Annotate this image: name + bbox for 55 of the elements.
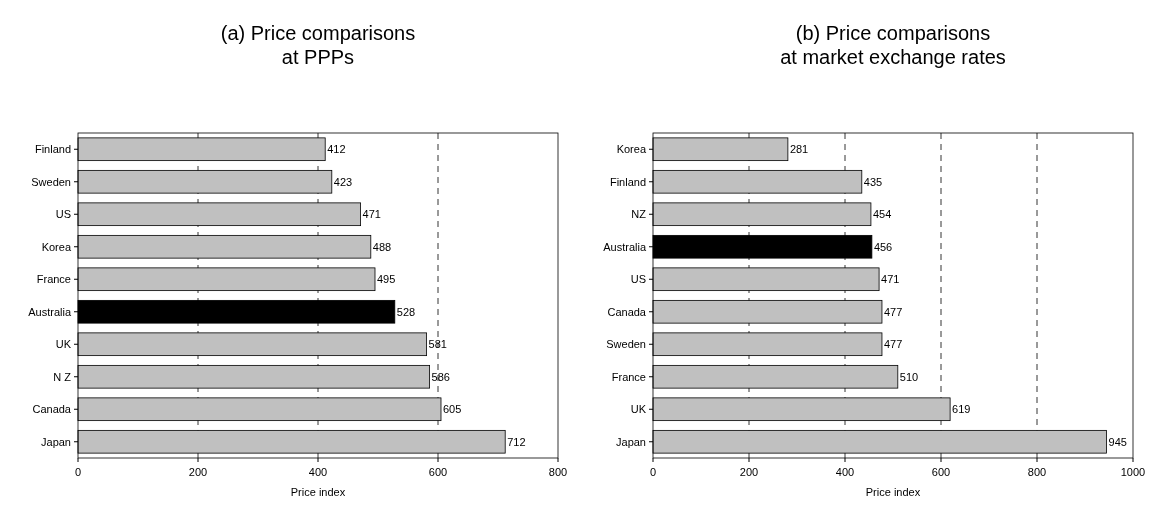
x-tick-label: 400 (835, 466, 855, 478)
x-tick-label: 200 (188, 466, 208, 478)
x-tick-label: 400 (308, 466, 328, 478)
chart-title: (b) Price comparisons at market exchange rates (780, 22, 1006, 68)
x-tick-label: 1000 (1120, 466, 1146, 478)
y-tick-label: UK (630, 403, 647, 416)
x-axis-title: Price index (865, 486, 921, 498)
y-tick-label: Australia (28, 305, 72, 318)
data-label: 477 (883, 305, 903, 318)
data-label: 605 (443, 403, 462, 416)
y-tick-label: Korea (616, 143, 647, 156)
data-label: 528 (396, 305, 416, 318)
data-label: 471 (881, 273, 900, 286)
x-tick-label: 800 (1027, 466, 1047, 478)
y-tick-label: Finland (609, 175, 646, 188)
x-tick-label: 0 (649, 466, 657, 478)
y-tick-label: Sweden (606, 338, 646, 351)
x-tick-label: 800 (548, 466, 568, 478)
data-label: 435 (863, 175, 883, 188)
data-label: 423 (333, 175, 353, 188)
data-label: 712 (507, 435, 526, 448)
data-label: 510 (899, 370, 919, 383)
data-label: 488 (372, 240, 392, 253)
y-tick-label: Canada (607, 305, 647, 318)
y-tick-label: Sweden (31, 175, 71, 188)
data-label: 586 (431, 370, 450, 383)
data-label: 471 (362, 208, 381, 221)
data-label: 454 (872, 208, 892, 221)
y-tick-label: US (630, 273, 646, 286)
data-label: 412 (327, 143, 346, 156)
data-label: 456 (873, 240, 893, 253)
data-label: 281 (789, 143, 809, 156)
y-tick-label: UK (55, 338, 72, 351)
y-tick-label: Australia (603, 240, 647, 253)
y-tick-label: Japan (616, 435, 646, 448)
y-tick-label: France (36, 273, 71, 286)
data-label: 581 (428, 338, 447, 351)
y-tick-label: Canada (32, 403, 72, 416)
x-tick-label: 600 (428, 466, 448, 478)
y-tick-label: Korea (41, 240, 72, 253)
y-tick-label: Japan (41, 435, 71, 448)
y-tick-label: NZ (631, 208, 647, 221)
data-label: 945 (1108, 435, 1127, 448)
y-tick-label: Finland (34, 143, 71, 156)
x-tick-label: 200 (739, 466, 759, 478)
y-tick-label: N Z (53, 370, 72, 383)
data-label: 477 (883, 338, 903, 351)
y-tick-label: US (55, 208, 71, 221)
data-label: 495 (377, 273, 396, 286)
data-label: 619 (952, 403, 971, 416)
x-axis-title: Price index (290, 486, 346, 498)
chart-title: (a) Price comparisons at PPPs (220, 22, 416, 68)
x-tick-label: 600 (931, 466, 951, 478)
x-tick-label: 0 (74, 466, 82, 478)
y-tick-label: France (611, 370, 646, 383)
